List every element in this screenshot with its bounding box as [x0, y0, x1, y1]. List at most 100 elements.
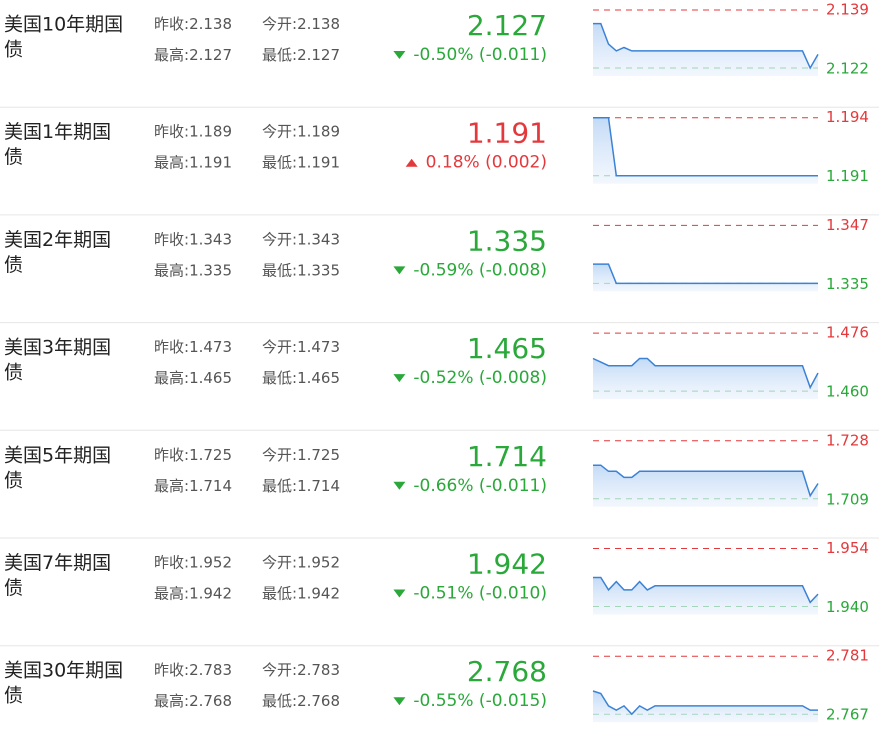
spark-area — [593, 23, 818, 77]
change: -0.51% (-0.010) — [413, 584, 547, 604]
high-label: 最高: — [154, 261, 189, 279]
bond-name: 美国1年期国 — [4, 121, 111, 143]
open-stat: 今开:1.473 — [262, 338, 340, 356]
high-label: 最高: — [154, 153, 189, 171]
open-stat: 今开:2.783 — [262, 661, 340, 679]
prev-label: 昨收: — [154, 230, 189, 248]
bond-name-cont: 债 — [4, 39, 23, 61]
open-label: 今开: — [262, 122, 297, 140]
open-label: 今开: — [262, 338, 297, 356]
high-stat: 最高:1.335 — [154, 261, 232, 279]
open-stat: 今开:1.189 — [262, 122, 340, 140]
high-stat: 最高:2.127 — [154, 46, 232, 64]
spark-line — [593, 263, 818, 285]
price: 1.335 — [467, 224, 547, 257]
trend-arrow — [393, 266, 406, 275]
prev-value: 1.725 — [189, 445, 232, 463]
low-label: 最低: — [262, 369, 297, 387]
open-stat: 今开:1.952 — [262, 553, 340, 571]
min-label: 1.191 — [826, 167, 869, 185]
trend-arrow — [393, 374, 406, 383]
max-label: 2.139 — [826, 1, 869, 19]
open-label: 今开: — [262, 230, 297, 248]
change: -0.50% (-0.011) — [413, 45, 547, 65]
prev-value: 1.189 — [189, 122, 232, 140]
open-value: 2.138 — [297, 15, 340, 33]
price: 1.714 — [467, 440, 547, 473]
min-label: 2.767 — [826, 706, 869, 724]
low-label: 最低: — [262, 46, 297, 64]
max-label: 1.476 — [826, 324, 869, 342]
low-label: 最低: — [262, 153, 297, 171]
prev-stat: 昨收:1.725 — [154, 445, 232, 463]
price: 2.768 — [467, 655, 547, 688]
bond-name: 美国2年期国 — [4, 229, 111, 251]
prev-stat: 昨收:1.473 — [154, 338, 232, 356]
price: 1.191 — [467, 117, 547, 150]
low-value: 2.768 — [297, 692, 340, 710]
low-stat: 最低:2.127 — [262, 46, 340, 64]
spark-area — [593, 465, 818, 507]
high-value: 2.768 — [189, 692, 232, 710]
bond-name: 美国5年期国 — [4, 444, 111, 466]
prev-label: 昨收: — [154, 338, 189, 356]
high-value: 1.465 — [189, 369, 232, 387]
prev-value: 1.343 — [189, 230, 232, 248]
prev-value: 1.952 — [189, 553, 232, 571]
spark-line — [593, 116, 818, 177]
price: 2.127 — [467, 9, 547, 42]
spark-area — [593, 264, 818, 292]
high-value: 1.191 — [189, 153, 232, 171]
low-stat: 最低:1.942 — [262, 584, 340, 602]
prev-stat: 昨收:1.189 — [154, 122, 232, 140]
trend-arrow — [405, 158, 418, 167]
min-label: 1.335 — [826, 275, 869, 293]
prev-label: 昨收: — [154, 661, 189, 679]
prev-stat: 昨收:1.343 — [154, 230, 232, 248]
low-stat: 最低:1.714 — [262, 476, 340, 494]
high-label: 最高: — [154, 692, 189, 710]
low-stat: 最低:1.335 — [262, 261, 340, 279]
spark-area — [593, 117, 818, 184]
high-value: 2.127 — [189, 46, 232, 64]
spark-line — [592, 357, 819, 390]
min-label: 1.460 — [826, 383, 869, 401]
price: 1.942 — [467, 548, 547, 581]
high-label: 最高: — [154, 46, 189, 64]
low-label: 最低: — [262, 584, 297, 602]
max-label: 2.781 — [826, 647, 869, 665]
min-label: 2.122 — [826, 60, 869, 78]
high-value: 1.714 — [189, 476, 232, 494]
high-stat: 最高:1.714 — [154, 476, 232, 494]
prev-value: 2.783 — [189, 661, 232, 679]
low-value: 2.127 — [297, 46, 340, 64]
low-value: 1.465 — [297, 369, 340, 387]
trend-arrow — [393, 589, 406, 598]
prev-label: 昨收: — [154, 445, 189, 463]
open-stat: 今开:2.138 — [262, 15, 340, 33]
low-label: 最低: — [262, 476, 297, 494]
max-label: 1.347 — [826, 216, 869, 234]
high-label: 最高: — [154, 584, 189, 602]
change: 0.18% (0.002) — [426, 153, 547, 173]
open-value: 1.189 — [297, 122, 340, 140]
spark-line — [593, 576, 819, 604]
prev-value: 2.138 — [189, 15, 232, 33]
min-label: 1.940 — [826, 598, 869, 616]
trend-arrow — [393, 51, 406, 59]
bond-name: 美国10年期国 — [4, 14, 123, 36]
low-label: 最低: — [262, 261, 297, 279]
open-label: 今开: — [262, 661, 297, 679]
max-label: 1.194 — [826, 108, 869, 126]
open-value: 1.343 — [297, 230, 340, 248]
bond-name-cont: 债 — [4, 254, 23, 276]
low-value: 1.335 — [297, 261, 340, 279]
low-stat: 最低:1.465 — [262, 369, 340, 387]
low-value: 1.942 — [297, 584, 340, 602]
low-stat: 最低:1.191 — [262, 153, 340, 171]
bond-name: 美国30年期国 — [4, 660, 123, 682]
bond-name-cont: 债 — [4, 469, 23, 491]
spark-line — [592, 690, 818, 716]
prev-label: 昨收: — [154, 553, 189, 571]
